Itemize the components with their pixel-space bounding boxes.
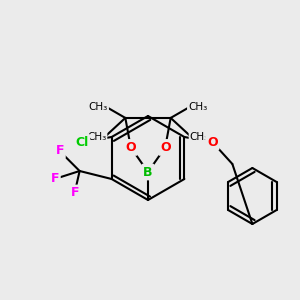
Text: B: B — [143, 166, 153, 178]
Text: Cl: Cl — [75, 136, 88, 148]
Text: O: O — [207, 136, 218, 148]
Text: F: F — [50, 172, 59, 185]
Text: F: F — [70, 187, 79, 200]
Text: CH₃: CH₃ — [188, 102, 207, 112]
Text: CH₃: CH₃ — [190, 132, 209, 142]
Text: O: O — [125, 141, 136, 154]
Text: O: O — [160, 141, 170, 154]
Text: F: F — [56, 145, 64, 158]
Text: CH₃: CH₃ — [87, 132, 106, 142]
Text: CH₃: CH₃ — [88, 102, 108, 112]
